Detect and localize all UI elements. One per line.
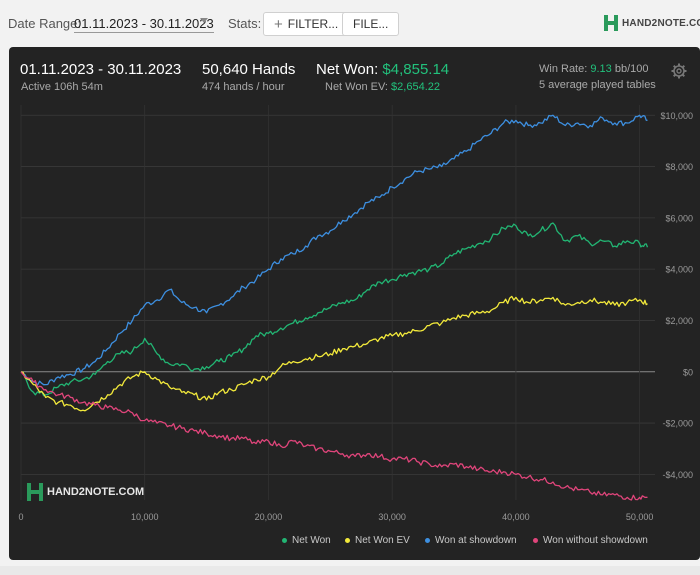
gear-icon[interactable]	[671, 63, 687, 79]
average-tables: 5 average played tables	[539, 79, 656, 91]
window-bottom-edge	[0, 566, 700, 575]
filter-button[interactable]: + FILTER...	[263, 12, 350, 36]
x-tick-label: 30,000	[378, 512, 406, 522]
x-tick-label: 50,000	[626, 512, 654, 522]
y-tick-label: $2,000	[665, 316, 693, 326]
period-title: 01.11.2023 - 30.11.2023	[20, 61, 182, 78]
watermark-logo: HAND2NOTE.COM	[27, 483, 144, 501]
y-tick-label: $6,000	[665, 213, 693, 223]
legend-won-without-showdown[interactable]: Won without showdown	[533, 535, 648, 546]
hands-per-hour: 474 hands / hour	[202, 81, 285, 93]
win-rate-label: Win Rate:	[539, 63, 588, 75]
series-line-won-at-showdown	[20, 114, 648, 386]
y-tick-label: $8,000	[665, 162, 693, 172]
x-tick-label: 40,000	[502, 512, 530, 522]
legend-dot	[282, 538, 287, 543]
legend-dot	[533, 538, 538, 543]
legend-net-won-ev[interactable]: Net Won EV	[345, 535, 410, 546]
x-tick-label: 10,000	[131, 512, 159, 522]
net-won-ev-summary: Net Won EV: $2,654.22	[325, 81, 440, 93]
win-rate-unit: bb/100	[614, 63, 649, 75]
date-range-dropdown[interactable]: 01.11.2023 - 30.11.2023	[74, 16, 214, 33]
series-line-net-won	[20, 222, 649, 397]
net-won-ev-value: $2,654.22	[391, 81, 440, 93]
y-tick-label: $0	[683, 367, 693, 377]
net-won-summary: Net Won: $4,855.14	[316, 61, 449, 78]
date-range-label: Date Range:	[8, 16, 81, 31]
series-line-net-won-ev	[20, 295, 648, 412]
plus-icon: +	[274, 16, 283, 33]
filter-button-label: FILTER...	[287, 17, 339, 31]
x-tick-label: 20,000	[255, 512, 283, 522]
legend-net-won[interactable]: Net Won	[282, 535, 331, 546]
chevron-down-icon[interactable]	[200, 18, 208, 23]
brand-logo: HAND2NOTE.COM	[604, 15, 700, 31]
win-rate-value: 9.13	[590, 63, 612, 75]
stats-label: Stats:	[228, 16, 262, 31]
legend-label: Won at showdown	[435, 535, 517, 546]
legend-dot	[345, 538, 350, 543]
y-tick-label: -$4,000	[662, 470, 693, 480]
file-button[interactable]: FILE...	[342, 12, 400, 36]
net-won-ev-label: Net Won EV:	[325, 81, 388, 93]
win-rate: Win Rate: 9.13 bb/100	[539, 63, 649, 75]
watermark-text: HAND2NOTE.COM	[47, 486, 145, 498]
hand2note-logo-icon	[27, 483, 43, 501]
y-tick-label: $4,000	[665, 265, 693, 275]
legend-label: Won without showdown	[543, 535, 648, 546]
file-button-label: FILE...	[353, 17, 389, 31]
legend-won-at-showdown[interactable]: Won at showdown	[425, 535, 517, 546]
hands-count: 50,640 Hands	[202, 61, 296, 78]
legend-label: Net Won	[292, 535, 331, 546]
net-won-value: $4,855.14	[382, 61, 450, 78]
hand2note-logo-icon	[604, 15, 618, 31]
y-tick-label: -$2,000	[662, 419, 693, 429]
legend-dot	[425, 538, 430, 543]
net-won-label: Net Won:	[316, 61, 379, 78]
legend-label: Net Won EV	[355, 535, 410, 546]
y-tick-label: $10,000	[660, 111, 693, 121]
brand-name: HAND2NOTE.COM	[622, 17, 700, 29]
x-tick-label: 0	[18, 512, 23, 522]
top-toolbar: Date Range: 01.11.2023 - 30.11.2023 Stat…	[0, 0, 700, 46]
active-time: Active 106h 54m	[21, 81, 103, 93]
series-line-won-without-showdown	[20, 371, 648, 501]
